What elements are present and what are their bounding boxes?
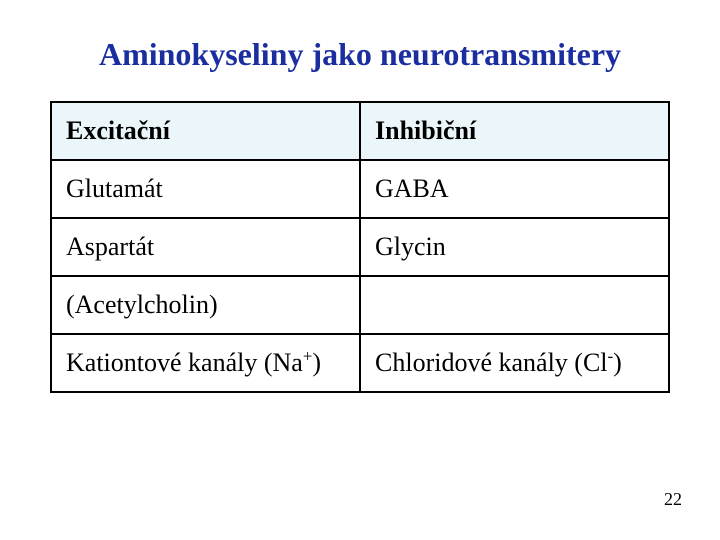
superscript: + [303,346,313,365]
text-base: Chloridové kanály (Cl [375,348,608,377]
table-header-row: Excitační Inhibiční [51,102,669,160]
cell-cation-channels: Kationtové kanály (Na+) [51,334,360,392]
cell-glycine: Glycin [360,218,669,276]
neurotransmitter-table: Excitační Inhibiční Glutamát GABA Aspart… [50,101,670,393]
text-base: Kationtové kanály (Na [66,348,303,377]
cell-aspartate: Aspartát [51,218,360,276]
table-row: Kationtové kanály (Na+) Chloridové kanál… [51,334,669,392]
table-row: Aspartát Glycin [51,218,669,276]
page-title: Aminokyseliny jako neurotransmitery [0,0,720,101]
cell-empty [360,276,669,334]
text-tail: ) [613,348,622,377]
cell-gaba: GABA [360,160,669,218]
table-row: (Acetylcholin) [51,276,669,334]
cell-chloride-channels: Chloridové kanály (Cl-) [360,334,669,392]
table-row: Glutamát GABA [51,160,669,218]
page-number: 22 [664,489,682,510]
cell-acetylcholine: (Acetylcholin) [51,276,360,334]
text-tail: ) [312,348,321,377]
cell-glutamate: Glutamát [51,160,360,218]
header-inhibitory: Inhibiční [360,102,669,160]
header-excitatory: Excitační [51,102,360,160]
